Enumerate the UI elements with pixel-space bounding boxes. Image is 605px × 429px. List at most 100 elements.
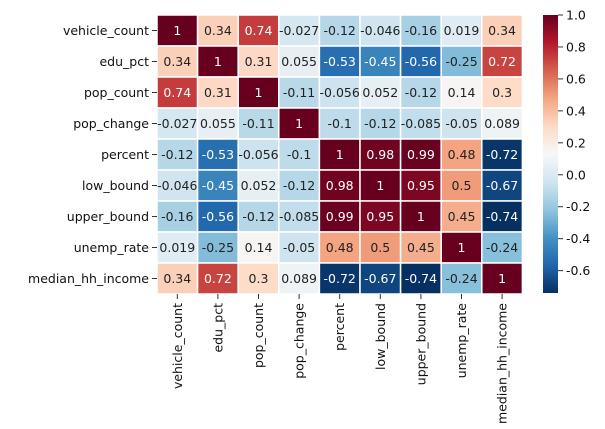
cell-value-label: -0.53 bbox=[324, 54, 356, 69]
cell-value-label: 0.089 bbox=[484, 116, 520, 131]
column-label: median_hh_income bbox=[495, 303, 510, 424]
cell-value-label: -0.12 bbox=[161, 147, 193, 162]
cell-value-label: -0.05 bbox=[445, 116, 477, 131]
cell-value-label: 0.99 bbox=[407, 147, 435, 162]
heatmap-cell bbox=[196, 107, 239, 140]
heatmap-cell bbox=[156, 200, 199, 233]
heatmap-cells: 1 0.34 0.74 -0.027 -0.12 -0.046 -0.16 0.019 0.34… bbox=[156, 14, 524, 295]
cell-value-label: 0.95 bbox=[407, 178, 435, 193]
cell-value-label: 0.34 bbox=[204, 23, 232, 38]
cell-value-label: -0.56 bbox=[202, 209, 234, 224]
cell-value-label: 0.019 bbox=[159, 240, 195, 255]
cell-value-label: 0.3 bbox=[492, 85, 512, 100]
cell-value-label: 0.48 bbox=[448, 147, 476, 162]
cell-value-label: 0.98 bbox=[366, 147, 394, 162]
cell-value-label: -0.56 bbox=[405, 54, 437, 69]
row-label: percent bbox=[101, 147, 149, 162]
heatmap-cell bbox=[318, 45, 361, 78]
column-label: percent bbox=[332, 303, 347, 351]
cell-value-label: -0.1 bbox=[287, 147, 311, 162]
cell-value-label: -0.25 bbox=[202, 240, 234, 255]
column-labels: vehicle_count edu_pct pop_count pop_change p… bbox=[170, 294, 510, 424]
cell-value-label: -0.11 bbox=[283, 85, 315, 100]
column-label: vehicle_count bbox=[170, 303, 185, 389]
cell-value-label: 1 bbox=[458, 240, 466, 255]
heatmap-cell bbox=[278, 76, 321, 109]
cell-value-label: 0.5 bbox=[370, 240, 390, 255]
cell-value-label: -0.67 bbox=[486, 178, 518, 193]
cell-value-label: 0.74 bbox=[163, 85, 191, 100]
heatmap-cell bbox=[399, 45, 442, 78]
cell-value-label: 1 bbox=[336, 147, 344, 162]
colorbar-tick-label: 0.6 bbox=[566, 71, 586, 86]
cell-value-label: 0.5 bbox=[452, 178, 472, 193]
cell-value-label: 1 bbox=[173, 23, 181, 38]
heatmap-cell bbox=[156, 138, 199, 171]
cell-value-label: 0.34 bbox=[488, 23, 516, 38]
heatmap-cell bbox=[156, 169, 199, 202]
cell-value-label: 0.14 bbox=[245, 240, 273, 255]
column-label: unemp_rate bbox=[454, 303, 469, 379]
row-label: upper_bound bbox=[67, 209, 149, 224]
column-label: pop_count bbox=[251, 303, 266, 368]
cell-value-label: 0.052 bbox=[362, 85, 398, 100]
heatmap-cell bbox=[359, 231, 402, 264]
cell-value-label: -0.25 bbox=[445, 54, 477, 69]
heatmap-cell bbox=[481, 169, 524, 202]
colorbar-tick-label: 1.0 bbox=[566, 8, 586, 23]
heatmap-cell bbox=[399, 262, 442, 295]
heatmap-cell bbox=[359, 169, 402, 202]
heatmap-cell bbox=[196, 76, 239, 109]
cell-value-label: -0.16 bbox=[405, 23, 437, 38]
cell-value-label: -0.12 bbox=[242, 209, 274, 224]
cell-value-label: 0.45 bbox=[448, 209, 476, 224]
cell-value-label: 1 bbox=[417, 209, 425, 224]
cell-value-label: -0.74 bbox=[405, 271, 437, 286]
cell-value-label: -0.05 bbox=[283, 240, 315, 255]
heatmap-cell bbox=[481, 76, 524, 109]
colorbar-tick-label: -0.6 bbox=[566, 263, 590, 278]
heatmap-cell bbox=[278, 107, 321, 140]
cell-value-label: -0.056 bbox=[238, 147, 278, 162]
column-label: pop_change bbox=[292, 303, 307, 379]
cell-value-label: 1 bbox=[214, 54, 222, 69]
cell-value-label: -0.16 bbox=[161, 209, 193, 224]
heatmap-cell bbox=[278, 231, 321, 264]
cell-value-label: -0.046 bbox=[157, 178, 197, 193]
heatmap-cell bbox=[440, 45, 483, 78]
heatmap-cell bbox=[318, 262, 361, 295]
cell-value-label: -0.12 bbox=[364, 116, 396, 131]
cell-value-label: 0.31 bbox=[245, 54, 273, 69]
cell-value-label: 0.74 bbox=[245, 23, 273, 38]
cell-value-label: 0.31 bbox=[204, 85, 232, 100]
cell-value-label: -0.72 bbox=[324, 271, 356, 286]
heatmap-cell bbox=[156, 262, 199, 295]
heatmap-cell bbox=[399, 200, 442, 233]
heatmap-cell bbox=[481, 231, 524, 264]
cell-value-label: -0.12 bbox=[405, 85, 437, 100]
cell-value-label: -0.53 bbox=[202, 147, 234, 162]
cell-value-label: 1 bbox=[295, 116, 303, 131]
heatmap-cell bbox=[196, 200, 239, 233]
row-label: low_bound bbox=[82, 178, 149, 193]
cell-value-label: 0.95 bbox=[366, 209, 394, 224]
cell-value-label: 0.052 bbox=[241, 178, 277, 193]
heatmap-cell bbox=[359, 262, 402, 295]
cell-value-label: -0.056 bbox=[320, 85, 360, 100]
cell-value-label: -0.72 bbox=[486, 147, 518, 162]
cell-value-label: 0.98 bbox=[326, 178, 354, 193]
column-label: edu_pct bbox=[210, 303, 225, 353]
heatmap-cell bbox=[237, 231, 280, 264]
heatmap-cell bbox=[237, 45, 280, 78]
heatmap-cell bbox=[318, 231, 361, 264]
cell-value-label: -0.085 bbox=[401, 116, 441, 131]
cell-value-label: 0.48 bbox=[326, 240, 354, 255]
row-label: pop_change bbox=[73, 116, 149, 131]
heatmap-cell bbox=[237, 169, 280, 202]
cell-value-label: 0.72 bbox=[488, 54, 516, 69]
row-label: unemp_rate bbox=[74, 240, 150, 255]
heatmap-cell bbox=[237, 262, 280, 295]
heatmap-cell bbox=[318, 169, 361, 202]
cell-value-label: -0.74 bbox=[486, 209, 518, 224]
heatmap-cell bbox=[156, 231, 199, 264]
